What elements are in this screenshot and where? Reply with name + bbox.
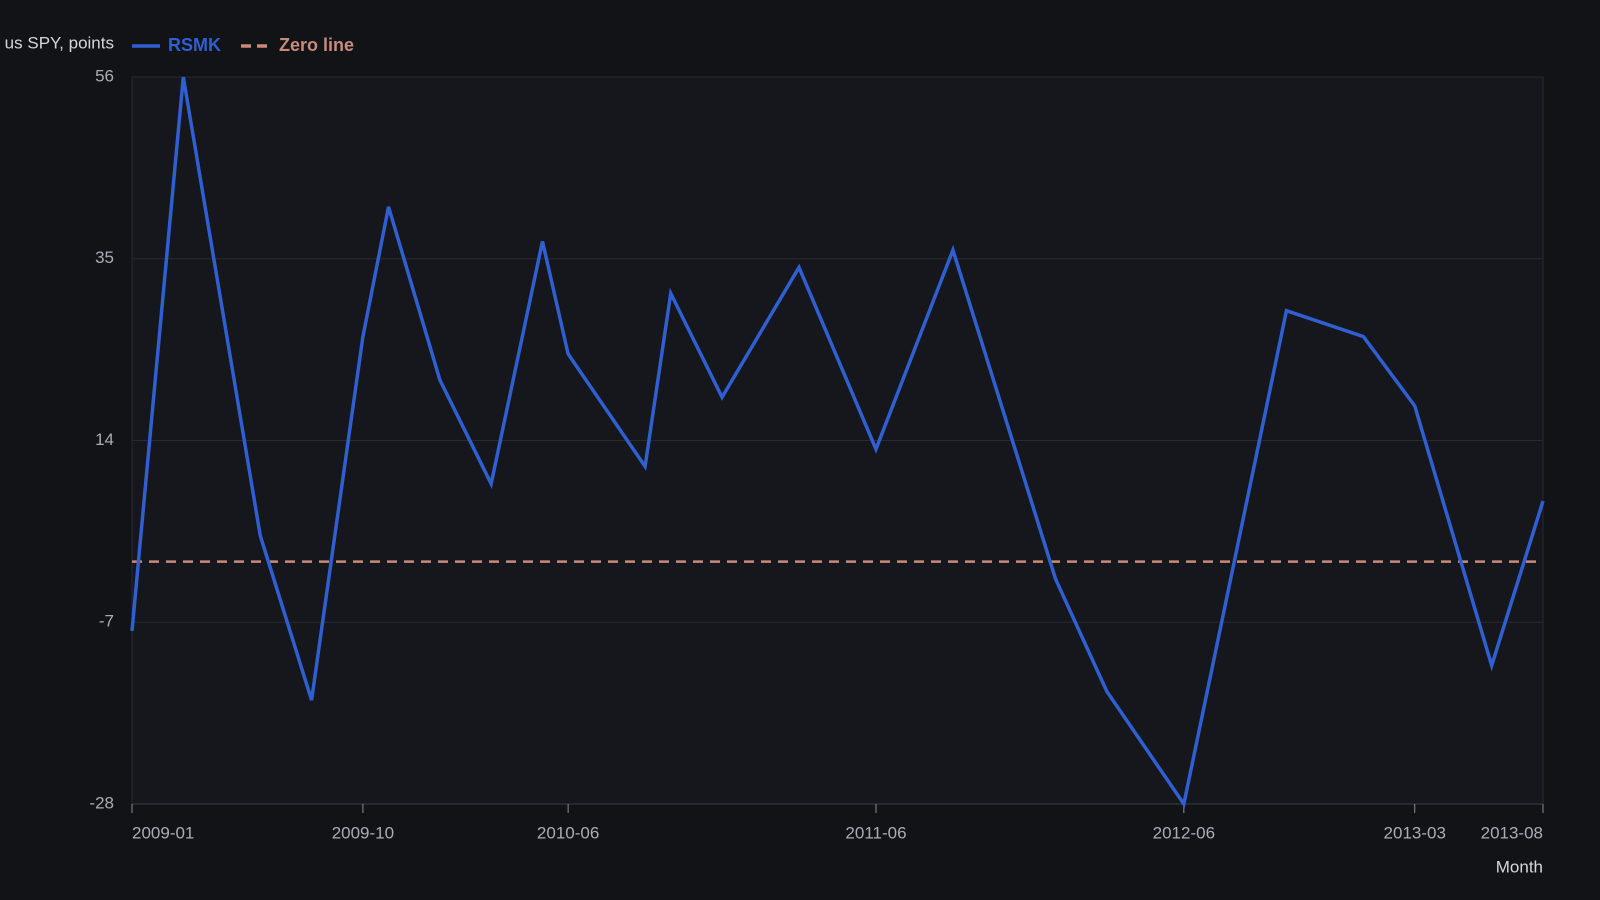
line-series [130,76,1545,809]
x-tick-label: 2009-01 [132,823,194,842]
y-tick-label: 56 [95,66,114,85]
y-tick-label: 35 [95,248,114,267]
x-tick-label: 2012-06 [1153,823,1215,842]
x-tick-label: 2009-10 [332,823,394,842]
legend-label: RSMK [168,35,221,55]
legend-label: Zero line [279,35,354,55]
x-tick-label: 2011-06 [845,823,906,842]
x-tick-label: 2010-06 [537,823,599,842]
y-tick-label: -7 [99,612,114,631]
y-axis-label: us SPY, points [5,33,114,52]
y-tick-label: 14 [95,430,114,449]
y-tick-label: -28 [89,793,114,812]
x-tick-label: 2013-08 [1481,823,1543,842]
x-axis-label: Month [1496,857,1543,876]
x-tick-label: 2013-03 [1384,823,1446,842]
